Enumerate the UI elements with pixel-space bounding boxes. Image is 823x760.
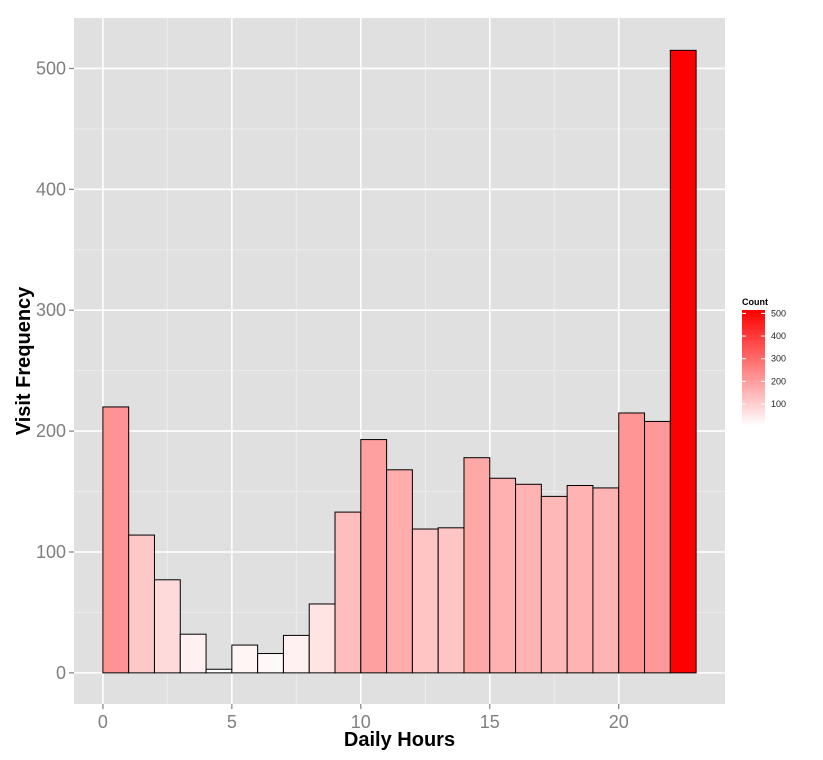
- bar: [515, 483, 542, 674]
- x-tick-label: 15: [480, 712, 500, 732]
- bar: [257, 653, 284, 674]
- x-axis-ticks: 0 5 10 15 20: [98, 704, 629, 732]
- y-axis-ticks: 0 100 200 300 400 500: [36, 58, 74, 683]
- bar: [282, 634, 310, 674]
- bar: [386, 469, 413, 674]
- legend-tick-label: 500: [771, 308, 786, 318]
- y-tick-label: 200: [36, 421, 66, 441]
- legend-tick-label: 400: [771, 331, 786, 341]
- bar: [128, 534, 155, 674]
- bar: [644, 420, 671, 674]
- y-axis-title: Visit Frequency: [13, 286, 35, 435]
- bar: [566, 485, 594, 674]
- bar: [437, 527, 465, 674]
- bar: [231, 644, 259, 674]
- y-tick-label: 300: [36, 300, 66, 320]
- bar: [463, 457, 491, 674]
- bar: [205, 668, 233, 674]
- y-tick-label: 0: [56, 663, 66, 683]
- bar: [102, 406, 130, 674]
- y-tick-label: 100: [36, 542, 66, 562]
- bar: [153, 579, 181, 674]
- legend-tick-label: 200: [771, 376, 786, 386]
- bars: [102, 49, 697, 674]
- bar: [179, 633, 207, 674]
- x-tick-label: 0: [98, 712, 108, 732]
- legend-title: Count: [742, 297, 768, 307]
- bar: [489, 477, 517, 674]
- x-tick-label: 5: [227, 712, 237, 732]
- x-tick-label: 20: [609, 712, 629, 732]
- legend-tick-label: 300: [771, 354, 786, 364]
- legend-ticks: 100 200 300 400 500: [742, 308, 786, 409]
- bar: [669, 49, 697, 674]
- legend: Count 100 200 300 400 500: [742, 297, 786, 426]
- y-tick-label: 500: [36, 58, 66, 78]
- bar: [411, 528, 439, 674]
- bar: [308, 603, 336, 674]
- legend-tick-label: 100: [771, 399, 786, 409]
- bar: [540, 495, 568, 674]
- bar: [592, 487, 620, 674]
- x-axis-title: Daily Hours: [344, 729, 455, 751]
- x-tick-label: 10: [351, 712, 371, 732]
- legend-colorbar: [742, 310, 765, 426]
- bar: [618, 412, 646, 674]
- bar: [360, 439, 388, 674]
- y-tick-label: 400: [36, 179, 66, 199]
- bar: [334, 511, 362, 674]
